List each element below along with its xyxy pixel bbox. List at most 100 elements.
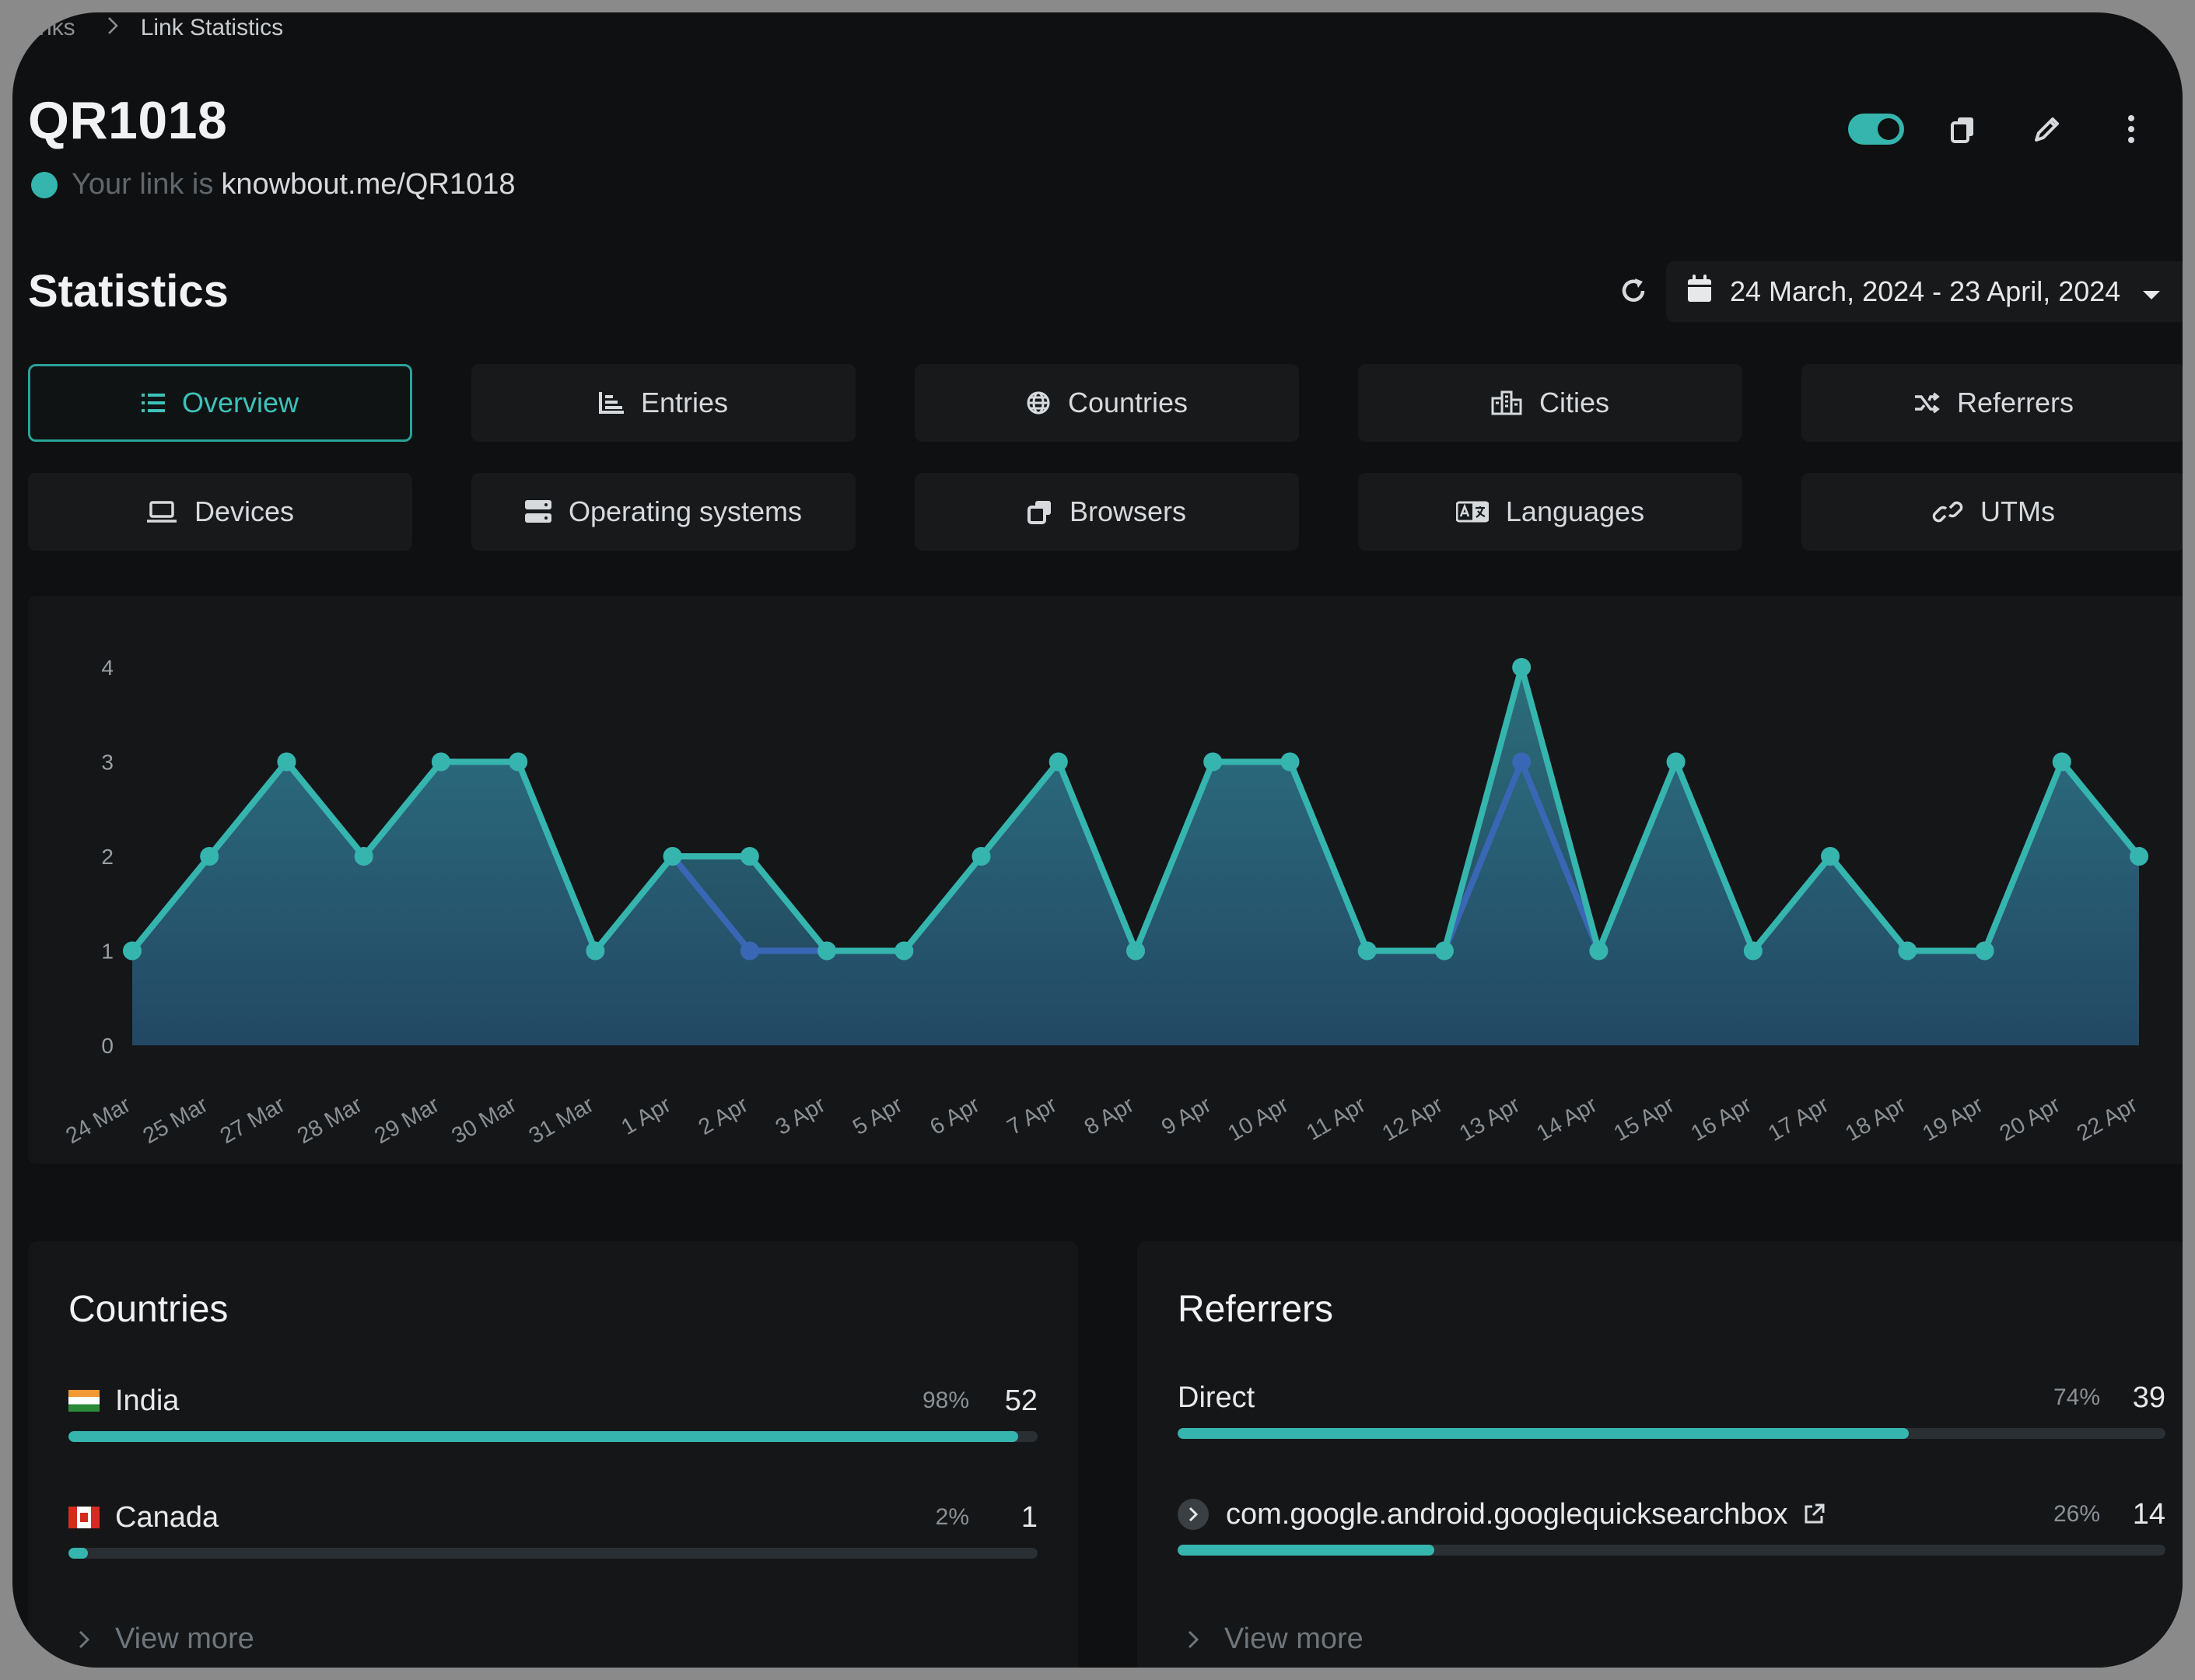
windows-icon — [1027, 499, 1052, 524]
status-dot-icon — [31, 171, 58, 198]
country-bar-fill — [68, 1548, 88, 1559]
x-tick-label: 2 Apr — [695, 1092, 753, 1140]
short-link-url[interactable]: knowbout.me/QR1018 — [221, 168, 516, 201]
data-point[interactable] — [431, 752, 450, 772]
short-link-line: Your link is knowbout.me/QR1018 — [31, 168, 515, 201]
tab-utms[interactable]: UTMs — [1801, 473, 2183, 551]
pencil-icon — [2035, 117, 2059, 142]
data-point[interactable] — [663, 847, 682, 866]
chevron-right-icon — [107, 15, 119, 41]
referrers-view-more[interactable]: View more — [1187, 1622, 1364, 1656]
data-point[interactable] — [1512, 752, 1532, 772]
country-count: 52 — [1004, 1384, 1038, 1417]
referrer-label: com.google.android.googlequicksearchbox — [1178, 1495, 1826, 1534]
tab-label: Overview — [181, 387, 299, 418]
x-tick-label: 22 Apr — [2073, 1092, 2142, 1146]
x-tick-label: 20 Apr — [1996, 1092, 2065, 1146]
data-point[interactable] — [2052, 752, 2071, 772]
x-tick-label: 8 Apr — [1080, 1092, 1139, 1140]
tab-overview[interactable]: Overview — [28, 364, 412, 442]
external-link-icon[interactable] — [1801, 1502, 1826, 1527]
data-point[interactable] — [1048, 752, 1068, 772]
referrer-row-direct: Direct 74% 39 — [1178, 1378, 2165, 1440]
breadcrumb-current: Link Statistics — [140, 15, 284, 40]
chevron-right-icon — [78, 1629, 90, 1650]
series-area — [132, 667, 2139, 1045]
edit-button[interactable] — [2024, 106, 2071, 152]
data-point[interactable] — [1357, 941, 1377, 961]
tab-operating-systems[interactable]: Operating systems — [471, 473, 856, 551]
x-tick-label: 24 Mar — [61, 1092, 135, 1149]
x-tick-label: 9 Apr — [1157, 1092, 1216, 1140]
date-range-picker[interactable]: 24 March, 2024 - 23 April, 2024 — [1666, 261, 2183, 322]
breadcrumb-links[interactable]: nks — [39, 15, 75, 40]
tab-devices[interactable]: Devices — [28, 473, 412, 551]
data-point[interactable] — [1434, 941, 1454, 961]
more-options-button[interactable] — [2108, 106, 2155, 152]
x-tick-label: 31 Mar — [525, 1092, 598, 1149]
data-point[interactable] — [123, 941, 142, 961]
x-tick-label: 7 Apr — [1003, 1092, 1062, 1140]
tab-label: Entries — [640, 387, 729, 418]
data-point[interactable] — [586, 941, 605, 961]
refresh-icon — [1622, 278, 1645, 302]
referrer-bar-fill — [1178, 1545, 1435, 1556]
data-point[interactable] — [1126, 941, 1145, 961]
calendar-icon — [1686, 274, 1713, 310]
link-active-toggle[interactable] — [1848, 114, 1904, 145]
country-row-india: India 98% 52 — [68, 1381, 1038, 1444]
data-point[interactable] — [1280, 752, 1300, 772]
tab-countries[interactable]: Countries — [915, 364, 1299, 442]
data-point[interactable] — [200, 847, 219, 866]
data-point[interactable] — [509, 752, 528, 772]
data-point[interactable] — [894, 941, 914, 961]
tab-cities[interactable]: Cities — [1358, 364, 1742, 442]
tab-browsers[interactable]: Browsers — [915, 473, 1299, 551]
tab-label: Cities — [1539, 387, 1610, 418]
chevron-circle-icon[interactable] — [1178, 1499, 1209, 1530]
country-pct: 2% — [935, 1504, 969, 1530]
tab-languages[interactable]: Languages — [1358, 473, 1742, 551]
data-point[interactable] — [277, 752, 296, 772]
india-flag-icon — [68, 1390, 100, 1412]
tab-label: Browsers — [1069, 495, 1187, 527]
tab-entries[interactable]: Entries — [471, 364, 856, 442]
chart-bar-icon — [598, 392, 624, 414]
data-point[interactable] — [1743, 941, 1763, 961]
referrers-card: Referrers Direct 74% 39 com.google.andro… — [1137, 1241, 2183, 1668]
x-tick-label: 18 Apr — [1841, 1092, 1910, 1146]
data-point[interactable] — [1512, 658, 1532, 677]
data-point[interactable] — [971, 847, 991, 866]
data-point[interactable] — [1666, 752, 1686, 772]
tab-label: Referrers — [1956, 387, 2074, 418]
copy-button[interactable] — [1940, 106, 1987, 152]
data-point[interactable] — [1975, 941, 1994, 961]
visits-chart-card: 0 1 2 3 4 24 Mar 25 Mar 27 Mar 28 Mar 29 Mar 30 M… — [28, 596, 2183, 1164]
tab-referrers[interactable]: Referrers — [1801, 364, 2183, 442]
view-more-label: View more — [115, 1622, 254, 1655]
data-point[interactable] — [817, 941, 837, 961]
refresh-button[interactable] — [1612, 269, 1655, 313]
data-point[interactable] — [1898, 941, 1917, 961]
chart-series — [123, 658, 2148, 1045]
link-prefix: Your link is — [72, 168, 214, 201]
data-point[interactable] — [740, 941, 759, 961]
y-tick-label: 1 — [101, 940, 114, 964]
canada-flag-icon — [68, 1507, 100, 1528]
data-point[interactable] — [1203, 752, 1223, 772]
data-point[interactable] — [740, 847, 759, 866]
data-point[interactable] — [1589, 941, 1609, 961]
country-bar — [68, 1548, 1038, 1559]
data-point[interactable] — [354, 847, 373, 866]
x-tick-label: 5 Apr — [849, 1092, 907, 1140]
countries-card: Countries India 98% 52 Canada 2% 1 — [28, 1241, 1078, 1668]
page-title: QR1018 — [28, 91, 228, 150]
link-icon — [1932, 500, 1963, 523]
data-point[interactable] — [1821, 847, 1840, 866]
x-tick-label: 12 Apr — [1378, 1092, 1448, 1146]
countries-view-more[interactable]: View more — [78, 1622, 254, 1656]
header-actions — [1848, 106, 2155, 152]
data-point[interactable] — [2130, 847, 2148, 866]
copy-icon — [1951, 117, 1973, 143]
more-vertical-icon — [2128, 115, 2134, 143]
